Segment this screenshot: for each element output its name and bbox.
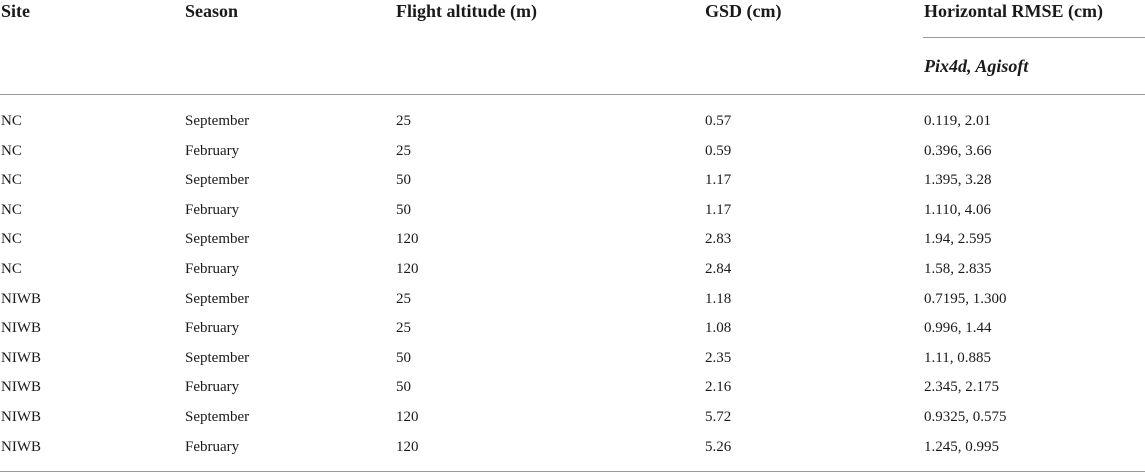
table-row: NIWB September 120 5.72 0.9325, 0.575 [0, 402, 1145, 432]
cell-flight-altitude: 50 [396, 379, 411, 396]
cell-site: NIWB [1, 349, 41, 366]
cell-gsd: 2.83 [705, 231, 732, 248]
cell-season: February [185, 142, 240, 159]
cell-site: NIWB [1, 408, 41, 425]
cell-season: September [185, 231, 250, 248]
cell-site: NC [1, 142, 22, 159]
cell-horizontal-rmse: 0.996, 1.44 [924, 320, 992, 337]
cell-horizontal-rmse: 1.245, 0.995 [924, 438, 999, 455]
cell-horizontal-rmse: 1.395, 3.28 [924, 172, 992, 189]
header-horizontal-rmse: Horizontal RMSE (cm) [924, 1, 1103, 21]
table-row: NC February 25 0.59 0.396, 3.66 [0, 136, 1145, 166]
table-row: NIWB February 120 5.26 1.245, 0.995 [0, 432, 1145, 462]
cell-flight-altitude: 25 [396, 320, 411, 337]
header-flight-altitude: Flight altitude (m) [396, 1, 537, 21]
cell-horizontal-rmse: 0.9325, 0.575 [924, 408, 1007, 425]
cell-horizontal-rmse: 1.110, 4.06 [924, 201, 991, 218]
header-site: Site [1, 1, 30, 21]
cell-gsd: 2.84 [705, 260, 732, 277]
cell-horizontal-rmse: 1.58, 2.835 [924, 260, 992, 277]
cell-season: February [185, 260, 240, 277]
header-gsd: GSD (cm) [705, 1, 782, 21]
table-row: NC February 50 1.17 1.110, 4.06 [0, 195, 1145, 225]
table-bottom-rule [0, 471, 1145, 472]
cell-season: September [185, 290, 250, 307]
cell-gsd: 2.16 [705, 379, 732, 396]
cell-site: NIWB [1, 320, 41, 337]
table-body: NC September 25 0.57 0.119, 2.01 NC February 25… [0, 106, 1145, 461]
table-row: NC September 120 2.83 1.94, 2.595 [0, 224, 1145, 254]
cell-flight-altitude: 120 [396, 260, 419, 277]
cell-flight-altitude: 25 [396, 142, 411, 159]
table-row: NC September 25 0.57 0.119, 2.01 [0, 106, 1145, 136]
cell-gsd: 1.18 [705, 290, 732, 307]
cell-flight-altitude: 120 [396, 231, 419, 248]
cell-season: February [185, 320, 240, 337]
table-header: Site Season Flight altitude (m) GSD (cm)… [0, 0, 1145, 95]
header-rmse-software: Pix4d, Agisoft [924, 56, 1029, 76]
cell-season: September [185, 113, 250, 129]
cell-site: NC [1, 260, 22, 277]
cell-horizontal-rmse: 1.11, 0.885 [924, 349, 991, 366]
cell-horizontal-rmse: 0.396, 3.66 [924, 142, 992, 159]
cell-flight-altitude: 120 [396, 438, 419, 455]
cell-flight-altitude: 50 [396, 172, 411, 189]
table-row: NIWB September 25 1.18 0.7195, 1.300 [0, 284, 1145, 314]
cell-flight-altitude: 25 [396, 290, 411, 307]
table-row: NC September 50 1.17 1.395, 3.28 [0, 165, 1145, 195]
cell-season: February [185, 438, 240, 455]
table-row: NC February 120 2.84 1.58, 2.835 [0, 254, 1145, 284]
cell-gsd: 5.26 [705, 438, 732, 455]
cell-gsd: 1.17 [705, 201, 732, 218]
cell-season: September [185, 349, 250, 366]
cell-season: September [185, 408, 250, 425]
cell-site: NIWB [1, 290, 41, 307]
cell-flight-altitude: 50 [396, 349, 411, 366]
cell-season: February [185, 379, 240, 396]
cell-season: February [185, 201, 240, 218]
cell-horizontal-rmse: 2.345, 2.175 [924, 379, 999, 396]
cell-season: September [185, 172, 250, 189]
cell-gsd: 1.08 [705, 320, 732, 337]
cell-flight-altitude: 50 [396, 201, 411, 218]
header-season: Season [185, 1, 239, 21]
table-row: NIWB September 50 2.35 1.11, 0.885 [0, 343, 1145, 373]
cell-gsd: 1.17 [705, 172, 732, 189]
cell-horizontal-rmse: 1.94, 2.595 [924, 231, 992, 248]
cell-site: NC [1, 201, 22, 218]
table-row: NIWB February 25 1.08 0.996, 1.44 [0, 313, 1145, 343]
subheader-divider [923, 37, 1145, 38]
cell-gsd: 2.35 [705, 349, 732, 366]
cell-site: NC [1, 113, 22, 129]
cell-gsd: 5.72 [705, 408, 732, 425]
cell-horizontal-rmse: 0.7195, 1.300 [924, 290, 1007, 307]
cell-site: NC [1, 172, 22, 189]
cell-site: NC [1, 231, 22, 248]
cell-gsd: 0.59 [705, 142, 732, 159]
cell-horizontal-rmse: 0.119, 2.01 [924, 113, 991, 129]
cell-flight-altitude: 120 [396, 408, 419, 425]
table-row: NIWB February 50 2.16 2.345, 2.175 [0, 372, 1145, 402]
cell-site: NIWB [1, 438, 41, 455]
cell-site: NIWB [1, 379, 41, 396]
cell-gsd: 0.57 [705, 113, 732, 129]
cell-flight-altitude: 25 [396, 113, 411, 129]
